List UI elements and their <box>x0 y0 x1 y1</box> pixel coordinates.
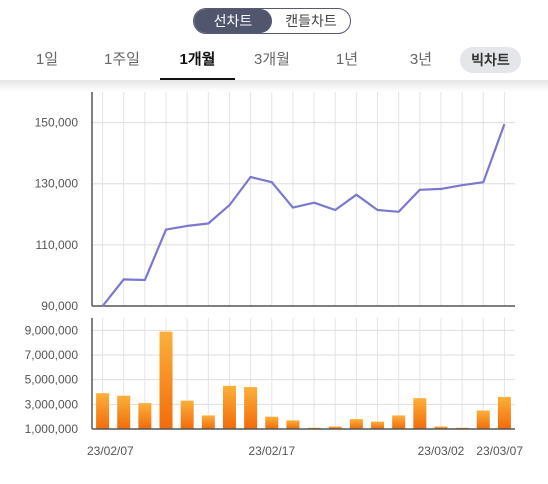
volume-bar <box>392 415 406 429</box>
tab-1year[interactable]: 1년 <box>335 51 359 68</box>
volume-bar <box>96 393 110 429</box>
tab-3years[interactable]: 3년 <box>409 51 433 68</box>
volume-ytick-label: 5,000,000 <box>25 373 79 387</box>
x-tick-label: 23/03/02 <box>418 444 465 458</box>
price-series-line <box>101 123 506 307</box>
volume-bar <box>159 331 173 429</box>
x-tick-label: 23/02/17 <box>248 444 295 458</box>
volume-bar <box>371 421 385 429</box>
x-tick-label: 23/02/07 <box>87 444 134 458</box>
tab-3months[interactable]: 3개월 <box>254 51 290 68</box>
volume-bar <box>413 398 427 429</box>
line-ytick-label: 130,000 <box>35 177 79 191</box>
volume-bar <box>286 420 300 429</box>
volume-bar <box>349 419 363 429</box>
tab-1day[interactable]: 1일 <box>35 51 59 68</box>
volume-ytick-label: 1,000,000 <box>25 422 79 436</box>
volume-bar <box>497 396 511 429</box>
tab-1month[interactable]: 1개월 <box>160 42 235 80</box>
volume-bar <box>434 426 448 429</box>
line-chart-option[interactable]: 선차트 <box>194 9 272 33</box>
big-chart-button[interactable]: 빅차트 <box>460 47 521 73</box>
volume-ytick-label: 3,000,000 <box>25 397 79 411</box>
candle-chart-option[interactable]: 캔들차트 <box>285 13 337 29</box>
line-ytick-label: 110,000 <box>36 238 79 252</box>
line-ytick-label: 90,000 <box>41 299 78 313</box>
chart-type-toggle: 선차트 캔들차트 <box>193 8 351 34</box>
x-tick-label: 23/03/07 <box>476 444 523 458</box>
volume-bar <box>222 385 236 429</box>
volume-bar <box>180 400 194 429</box>
volume-bar <box>117 395 131 429</box>
volume-ytick-label: 9,000,000 <box>25 323 79 337</box>
tab-1week[interactable]: 1주일 <box>104 51 140 68</box>
header-shadow <box>0 80 548 92</box>
period-tabs: 1일 1주일 1개월 3개월 1년 3년 <box>0 42 548 80</box>
volume-ytick-label: 7,000,000 <box>25 348 79 362</box>
volume-bar <box>328 426 342 429</box>
volume-bar <box>138 403 152 429</box>
line-ytick-label: 150,000 <box>35 116 79 130</box>
volume-bar <box>265 416 279 429</box>
volume-bar <box>476 410 490 429</box>
volume-bar <box>201 415 215 429</box>
volume-bar <box>244 387 258 429</box>
